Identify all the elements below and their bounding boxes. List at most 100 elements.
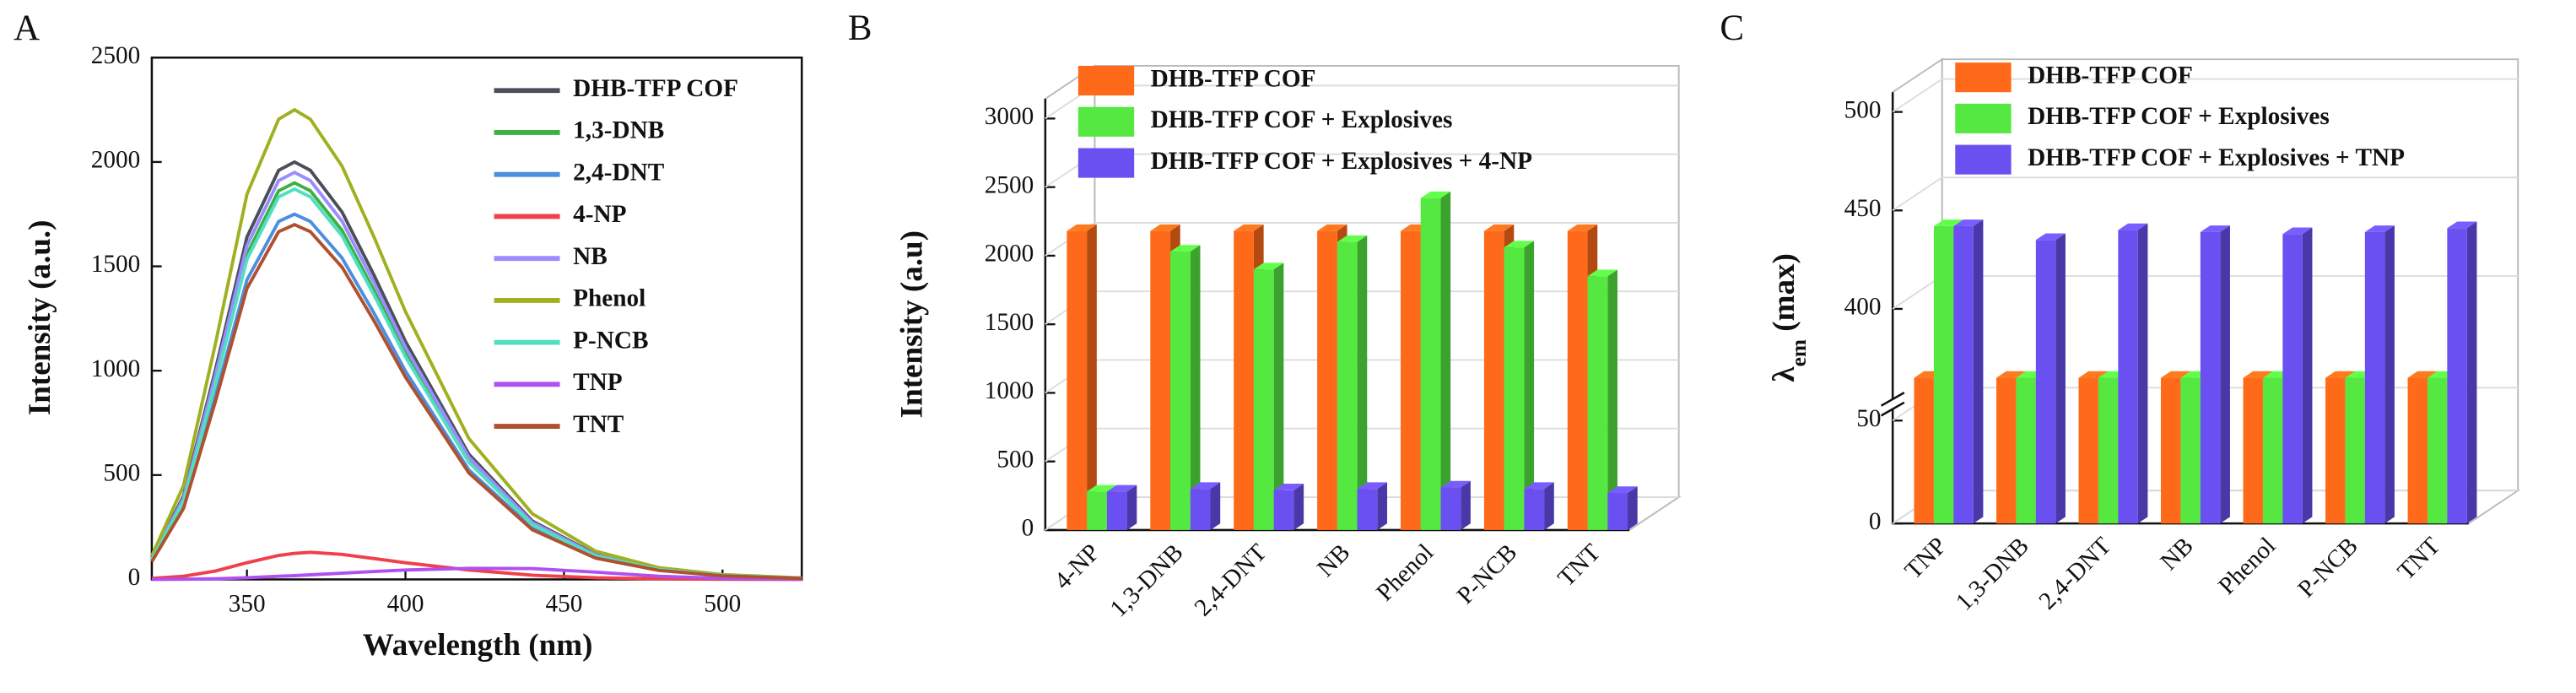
x-tick-label: 1,3-DNB bbox=[1105, 539, 1189, 622]
bar bbox=[1253, 263, 1284, 530]
x-tick-label: TNT bbox=[2393, 533, 2446, 586]
bar-side bbox=[1087, 224, 1097, 530]
bar bbox=[2118, 223, 2148, 524]
bar-front bbox=[1170, 252, 1191, 530]
bar-side bbox=[2384, 225, 2395, 524]
bar-front bbox=[1440, 487, 1461, 530]
legend-swatch bbox=[1077, 66, 1135, 96]
y-tick-label: 1000 bbox=[985, 377, 1034, 404]
bar-front bbox=[2200, 231, 2221, 524]
bar-front bbox=[1087, 491, 1107, 530]
bar-top bbox=[1504, 241, 1535, 248]
bar-top bbox=[2364, 225, 2395, 232]
bar-front bbox=[1106, 491, 1127, 530]
bar-side bbox=[2302, 227, 2313, 524]
legend-label: 2,4-DNT bbox=[573, 159, 665, 186]
legend-label: TNP bbox=[573, 369, 623, 396]
bar-front bbox=[1567, 230, 1588, 530]
bar bbox=[1170, 245, 1201, 530]
bar-top bbox=[1067, 224, 1097, 231]
bar-front bbox=[2407, 377, 2427, 524]
bar-front bbox=[2262, 377, 2283, 524]
legend-swatch bbox=[1955, 144, 2012, 175]
bar bbox=[2364, 225, 2395, 524]
grid-line-side bbox=[1892, 78, 1943, 113]
bar-front bbox=[2427, 377, 2448, 524]
bar-front bbox=[2035, 240, 2056, 524]
bar-front bbox=[1067, 230, 1088, 530]
y-tick-label: 1000 bbox=[91, 355, 141, 382]
bar-front bbox=[2118, 230, 2138, 524]
x-tick-label: NB bbox=[1312, 539, 1355, 582]
bar-front bbox=[1933, 225, 1954, 524]
bar-front bbox=[1337, 241, 1358, 530]
bar-top bbox=[1150, 224, 1180, 231]
x-tick-label: TNP bbox=[1900, 533, 1952, 585]
bar-front bbox=[1504, 247, 1525, 530]
legend-label: NB bbox=[573, 243, 608, 270]
bar-front bbox=[1234, 230, 1254, 530]
bar-top bbox=[2118, 223, 2148, 230]
y-tick-label: 2500 bbox=[91, 42, 141, 69]
y-axis-label: Intensity (a.u.) bbox=[23, 220, 57, 416]
bar-top bbox=[1953, 219, 1984, 226]
bar-side bbox=[1126, 485, 1137, 530]
bar bbox=[1337, 235, 1368, 530]
line-series bbox=[151, 566, 802, 582]
grid-line-side bbox=[1892, 176, 1943, 212]
bar bbox=[1106, 485, 1137, 530]
bar-front bbox=[2282, 234, 2303, 524]
line-series bbox=[150, 160, 802, 580]
bar-side bbox=[1210, 482, 1221, 530]
bar-top bbox=[1337, 235, 1368, 242]
bar-front bbox=[1253, 269, 1274, 530]
bar bbox=[1357, 482, 1388, 530]
axis-break-gap bbox=[1882, 398, 1903, 409]
y-tick-label: 450 bbox=[1844, 195, 1882, 222]
bar-front bbox=[1587, 276, 1608, 530]
bar-side bbox=[1273, 263, 1284, 530]
bar-top bbox=[1607, 486, 1638, 494]
bar-front bbox=[1607, 493, 1628, 530]
line-series bbox=[151, 550, 802, 582]
y-tick-label: 2500 bbox=[985, 171, 1034, 198]
bar-side bbox=[2137, 223, 2148, 524]
bar bbox=[1067, 224, 1097, 530]
x-axis-label: Wavelength (nm) bbox=[363, 628, 593, 663]
bar-front bbox=[1914, 377, 1934, 524]
bar-top bbox=[1170, 245, 1201, 252]
panel-letter: A bbox=[14, 8, 40, 48]
y-tick-label: 0 bbox=[128, 564, 141, 591]
x-tick-label: 1,3-DNB bbox=[1951, 533, 2034, 616]
bar-top bbox=[1087, 485, 1117, 492]
bar-front bbox=[2447, 228, 2467, 524]
bar bbox=[1953, 219, 1984, 524]
bar-top bbox=[1524, 482, 1554, 490]
bar-side bbox=[1440, 191, 1451, 530]
y-axis-label-part: (max) bbox=[1767, 253, 1801, 339]
bar-top bbox=[1420, 191, 1451, 198]
bar-front bbox=[2078, 377, 2098, 524]
legend-swatch bbox=[1955, 62, 2012, 93]
bar-top bbox=[1567, 224, 1598, 231]
x-tick-label: P-NCB bbox=[1452, 539, 1523, 609]
panel-letter: C bbox=[1720, 8, 1744, 48]
bar-top bbox=[1483, 224, 1515, 231]
x-tick-label: Phenol bbox=[2213, 533, 2281, 600]
bar-front bbox=[2098, 377, 2119, 524]
bar-front bbox=[2180, 377, 2201, 524]
bar-side bbox=[1524, 241, 1535, 530]
bar-top bbox=[1234, 224, 1264, 231]
bar-side bbox=[1461, 480, 1471, 530]
bar-front bbox=[1420, 198, 1441, 530]
y-tick-label: 500 bbox=[103, 460, 140, 487]
y-tick-label: 2000 bbox=[985, 241, 1034, 268]
bar bbox=[2035, 233, 2066, 524]
y-tick-label: 1500 bbox=[91, 251, 141, 278]
bar-top bbox=[1440, 480, 1471, 488]
panel-letter: B bbox=[848, 8, 872, 48]
x-tick-label: 2,4-DNT bbox=[1190, 539, 1272, 621]
legend-label: TNT bbox=[573, 411, 624, 438]
bar-top bbox=[2447, 221, 2477, 229]
